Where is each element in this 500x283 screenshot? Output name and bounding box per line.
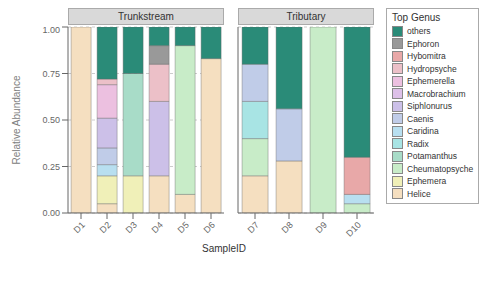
svg-text:D9: D9 (314, 220, 329, 235)
svg-text:D1: D1 (72, 220, 87, 235)
html-text:Caridina: Caridina (407, 126, 439, 136)
svg-text:D2: D2 (98, 220, 113, 235)
svg-text:D6: D6 (202, 220, 217, 235)
html-text:Tributary: Tributary (286, 11, 326, 22)
html-text:Ephemerella: Ephemerella (407, 76, 455, 86)
svg-text:D4: D4 (150, 220, 165, 235)
svg-text:0.00: 0.00 (42, 208, 60, 218)
html-text:Top Genus: Top Genus (392, 12, 441, 23)
html-text:Trunkstream: Trunkstream (118, 11, 174, 22)
svg-text:Relative Abundance: Relative Abundance (11, 75, 22, 164)
html-text:Caenis: Caenis (407, 113, 434, 124)
html-text:Ephemera: Ephemera (407, 176, 447, 186)
svg-text:D7: D7 (246, 220, 261, 235)
html-text:Cheumatopsyche: Cheumatopsyche (407, 163, 474, 174)
html-text:others: others (407, 26, 431, 36)
html-text:Macrobrachium: Macrobrachium (407, 88, 466, 99)
svg-text:0.75: 0.75 (42, 69, 60, 79)
html-text:Ephoron: Ephoron (407, 38, 440, 49)
svg-text:0.50: 0.50 (42, 115, 60, 125)
svg-text:D3: D3 (124, 220, 139, 235)
html-text:Hydropsyche: Hydropsyche (407, 63, 457, 74)
html-text:Radix: Radix (407, 138, 429, 149)
html-text:Hybomitra: Hybomitra (407, 51, 446, 61)
svg-text:1.00: 1.00 (42, 25, 60, 35)
svg-text:0.25: 0.25 (42, 162, 60, 172)
svg-text:D10: D10 (344, 220, 363, 239)
html-text:Siphlonurus: Siphlonurus (407, 101, 452, 111)
svg-text:D5: D5 (176, 220, 191, 235)
html-text:Helice: Helice (407, 188, 431, 199)
html-text:SampleID: SampleID (202, 243, 246, 254)
html-text:Potamanthus: Potamanthus (407, 151, 458, 161)
svg-text:D8: D8 (280, 220, 295, 235)
